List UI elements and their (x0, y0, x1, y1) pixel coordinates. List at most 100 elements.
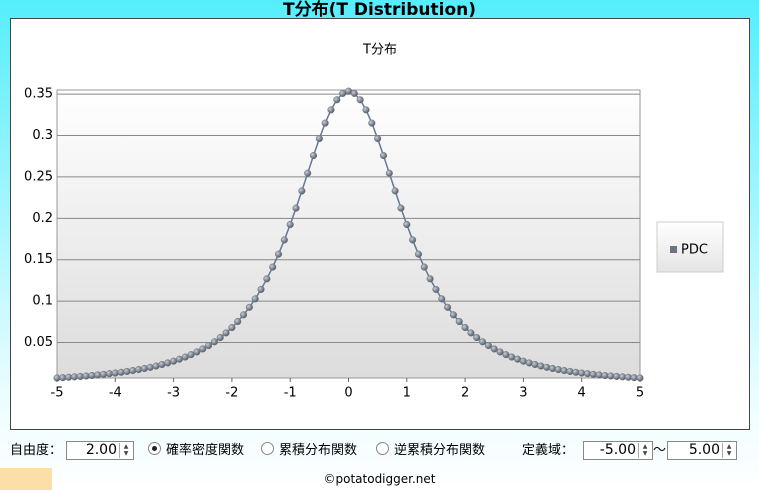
data-point (356, 96, 364, 104)
data-point (269, 263, 277, 271)
data-point (385, 169, 393, 177)
radio-label: 累積分布関数 (279, 443, 358, 458)
data-point (350, 89, 358, 97)
data-point (496, 348, 504, 356)
domain-from: -5.00 (599, 442, 636, 458)
data-point (123, 367, 131, 376)
data-point (362, 106, 370, 114)
y-tick-label: 0.1 (32, 294, 53, 309)
data-point (222, 329, 230, 337)
data-point (274, 250, 283, 258)
data-point (286, 220, 294, 229)
data-point (409, 236, 417, 244)
radio[interactable] (261, 442, 274, 455)
spinner[interactable]: ▲ ▼ (722, 443, 735, 458)
data-point (216, 334, 224, 342)
data-point (549, 364, 557, 373)
data-point (444, 303, 452, 311)
data-point (554, 366, 562, 374)
data-point (467, 329, 475, 337)
data-point (146, 363, 154, 371)
data-point (135, 366, 143, 374)
data-point (257, 285, 265, 293)
dof-input[interactable]: 2.00 ▲ ▼ (66, 441, 134, 460)
y-tick-label: 0.15 (24, 252, 53, 267)
data-point (636, 374, 644, 382)
data-point (88, 371, 96, 380)
data-point (589, 370, 597, 378)
data-point (414, 250, 423, 258)
tab[interactable] (0, 468, 52, 490)
data-point (531, 360, 539, 369)
data-point (321, 119, 329, 127)
radio-option[interactable]: 確率密度関数 (148, 441, 244, 461)
legend (656, 221, 724, 273)
radio[interactable] (148, 442, 161, 455)
domain-sep: ～ (653, 443, 667, 458)
domain-from-input[interactable]: -5.00 ▲ ▼ (583, 441, 653, 460)
data-point (152, 362, 160, 370)
data-point (519, 357, 527, 365)
data-point (292, 204, 300, 212)
data-point (484, 341, 492, 350)
x-tick-label: 3 (519, 386, 527, 401)
domain-to: 5.00 (688, 442, 720, 458)
radio-option[interactable]: 逆累積分布関数 (376, 441, 485, 461)
data-point (490, 345, 498, 353)
data-point (129, 366, 137, 375)
data-point (403, 220, 411, 229)
dof-label: 自由度： (10, 443, 63, 458)
radio-label: 逆累積分布関数 (394, 443, 486, 458)
data-point (578, 369, 586, 377)
data-point (298, 187, 306, 195)
x-tick-label: 1 (403, 386, 411, 401)
x-tick-label: -2 (225, 386, 238, 401)
data-point (601, 371, 609, 380)
data-point (105, 370, 114, 378)
data-point (525, 359, 533, 367)
data-point (374, 135, 382, 143)
page-title: T分布(T Distribution) (282, 0, 477, 20)
legend-swatch (670, 246, 677, 253)
data-point (583, 370, 592, 378)
data-point (327, 106, 335, 114)
x-tick-label: -3 (167, 386, 180, 401)
x-tick-label: 2 (461, 386, 469, 401)
data-point (473, 334, 481, 342)
data-point (245, 303, 253, 311)
y-tick-label: 0.35 (24, 87, 53, 102)
radio-label: 確率密度関数 (166, 443, 245, 458)
y-tick-label: 0.2 (32, 211, 53, 226)
data-point (479, 338, 487, 346)
radio-option[interactable]: 累積分布関数 (261, 441, 357, 461)
chart: T分布 0.05 0.1 0.15 0.2 0.25 0.3 0.35 -5 -4 -3 -2 -1 0… (10, 18, 750, 430)
chart-title: T分布 (362, 43, 397, 58)
data-point (543, 363, 551, 371)
data-point (595, 371, 603, 379)
data-point (572, 368, 580, 376)
data-point (234, 317, 242, 326)
x-tick-label: -1 (284, 386, 297, 401)
data-point (240, 311, 248, 319)
data-point (228, 324, 236, 332)
spinner[interactable]: ▲ ▼ (119, 443, 132, 458)
data-point (537, 362, 545, 370)
footer: ©potatodigger.net (323, 472, 436, 486)
domain-to-input[interactable]: 5.00 ▲ ▼ (667, 441, 737, 460)
data-point (379, 152, 388, 160)
plot-area (56, 89, 641, 379)
domain-label: 定義域： (522, 443, 575, 458)
data-point (100, 370, 108, 378)
dof-value: 2.00 (85, 442, 117, 458)
x-tick-label: 5 (636, 386, 644, 401)
x-tick-label: 0 (344, 386, 352, 401)
data-point (210, 338, 218, 346)
radio[interactable] (376, 442, 389, 455)
data-point (199, 345, 207, 353)
data-point (158, 360, 166, 369)
x-tick-label: -4 (109, 386, 122, 401)
data-point (309, 152, 318, 160)
data-point (333, 96, 341, 104)
spinner[interactable]: ▲ ▼ (638, 443, 651, 458)
